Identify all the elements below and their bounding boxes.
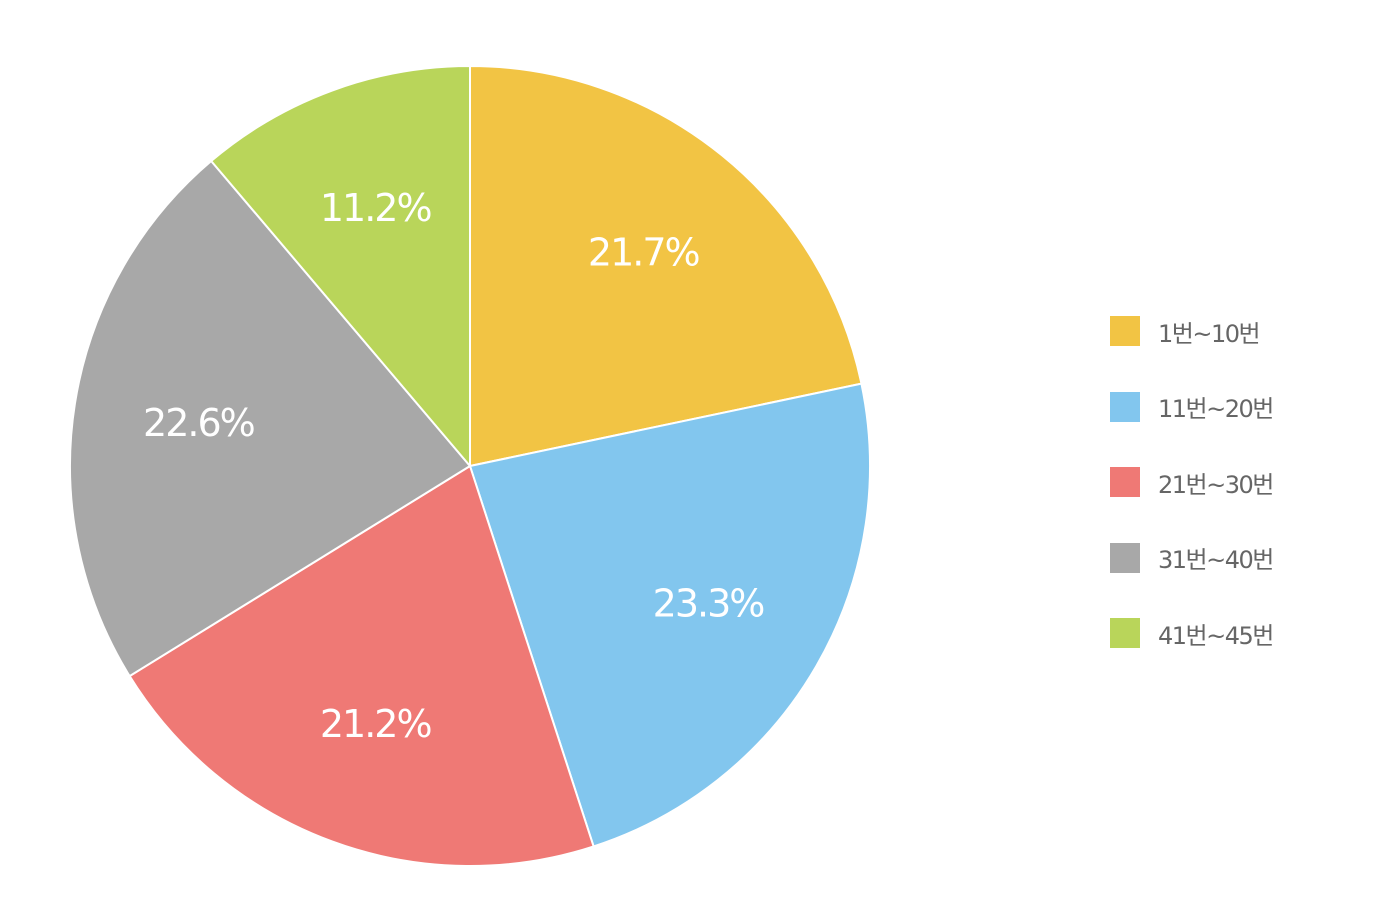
pie-data-label-2: 23.3% [653,582,765,626]
pie-data-label-4: 22.6% [143,401,255,445]
legend-swatch [1110,618,1140,648]
legend-swatch [1110,542,1140,573]
legend-item-4: 31번~40번 [1110,542,1350,574]
legend-item-2: 11번~20번 [1110,391,1350,423]
pie-data-label-3: 21.2% [320,702,432,746]
legend-label: 1번~10번 [1158,319,1261,348]
pie-data-labels: 21.7% 23.3% 21.2% 22.6% 11.2% [143,186,766,746]
pie-slice-4 [69,159,472,678]
legend-label: 11번~20번 [1158,395,1274,423]
pie-data-label-5: 11.2% [320,186,432,230]
legend-swatch [1110,316,1140,346]
pie-slice-1 [469,64,863,468]
legend-item-1: 1번~10번 [1110,315,1350,348]
legend-item-5: 41번~45번 [1110,617,1350,650]
legend-swatch [1110,391,1140,422]
legend-label: 31번~40번 [1158,546,1274,574]
pie-data-label-1: 21.7% [588,230,700,274]
legend: 1번~10번 11번~20번 21번~30번 31번~40번 41번~45번 [1110,315,1350,693]
pie-slices [69,64,871,867]
legend-label: 21번~30번 [1158,470,1274,499]
pie-slice-2 [468,382,871,848]
legend-label: 41번~45번 [1158,621,1274,650]
legend-swatch [1110,467,1140,497]
pie-slice-5 [209,64,471,469]
legend-item-3: 21번~30번 [1110,466,1350,499]
pie-slice-3 [128,464,595,867]
